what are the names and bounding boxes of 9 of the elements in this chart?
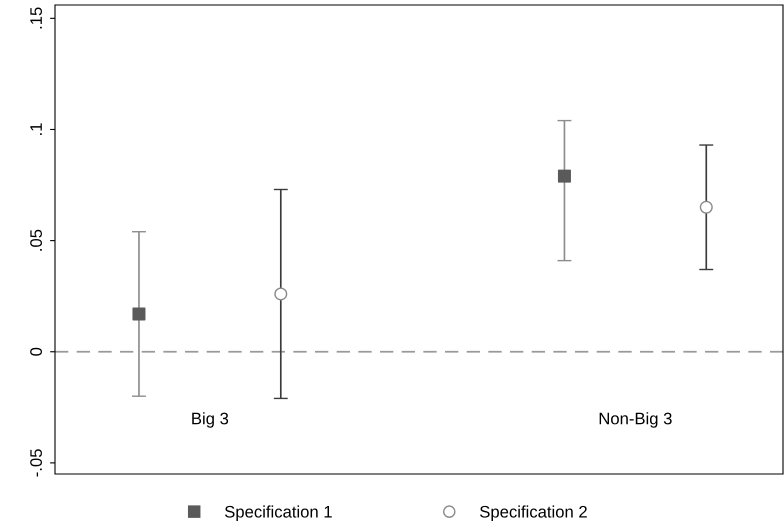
y-tick-label: .1 [30,123,42,135]
y-tick-label: .15 [30,7,42,28]
x-tick-label: Big 3 [192,412,228,428]
y-tick-label: 0 [30,348,42,356]
legend-label: Specification 2 [480,505,587,521]
y-tick-label: -.05 [30,449,42,477]
y-tick-label: .05 [30,230,42,251]
legend-label: Specification 1 [224,505,332,521]
x-tick-label: Non-Big 3 [600,412,672,428]
